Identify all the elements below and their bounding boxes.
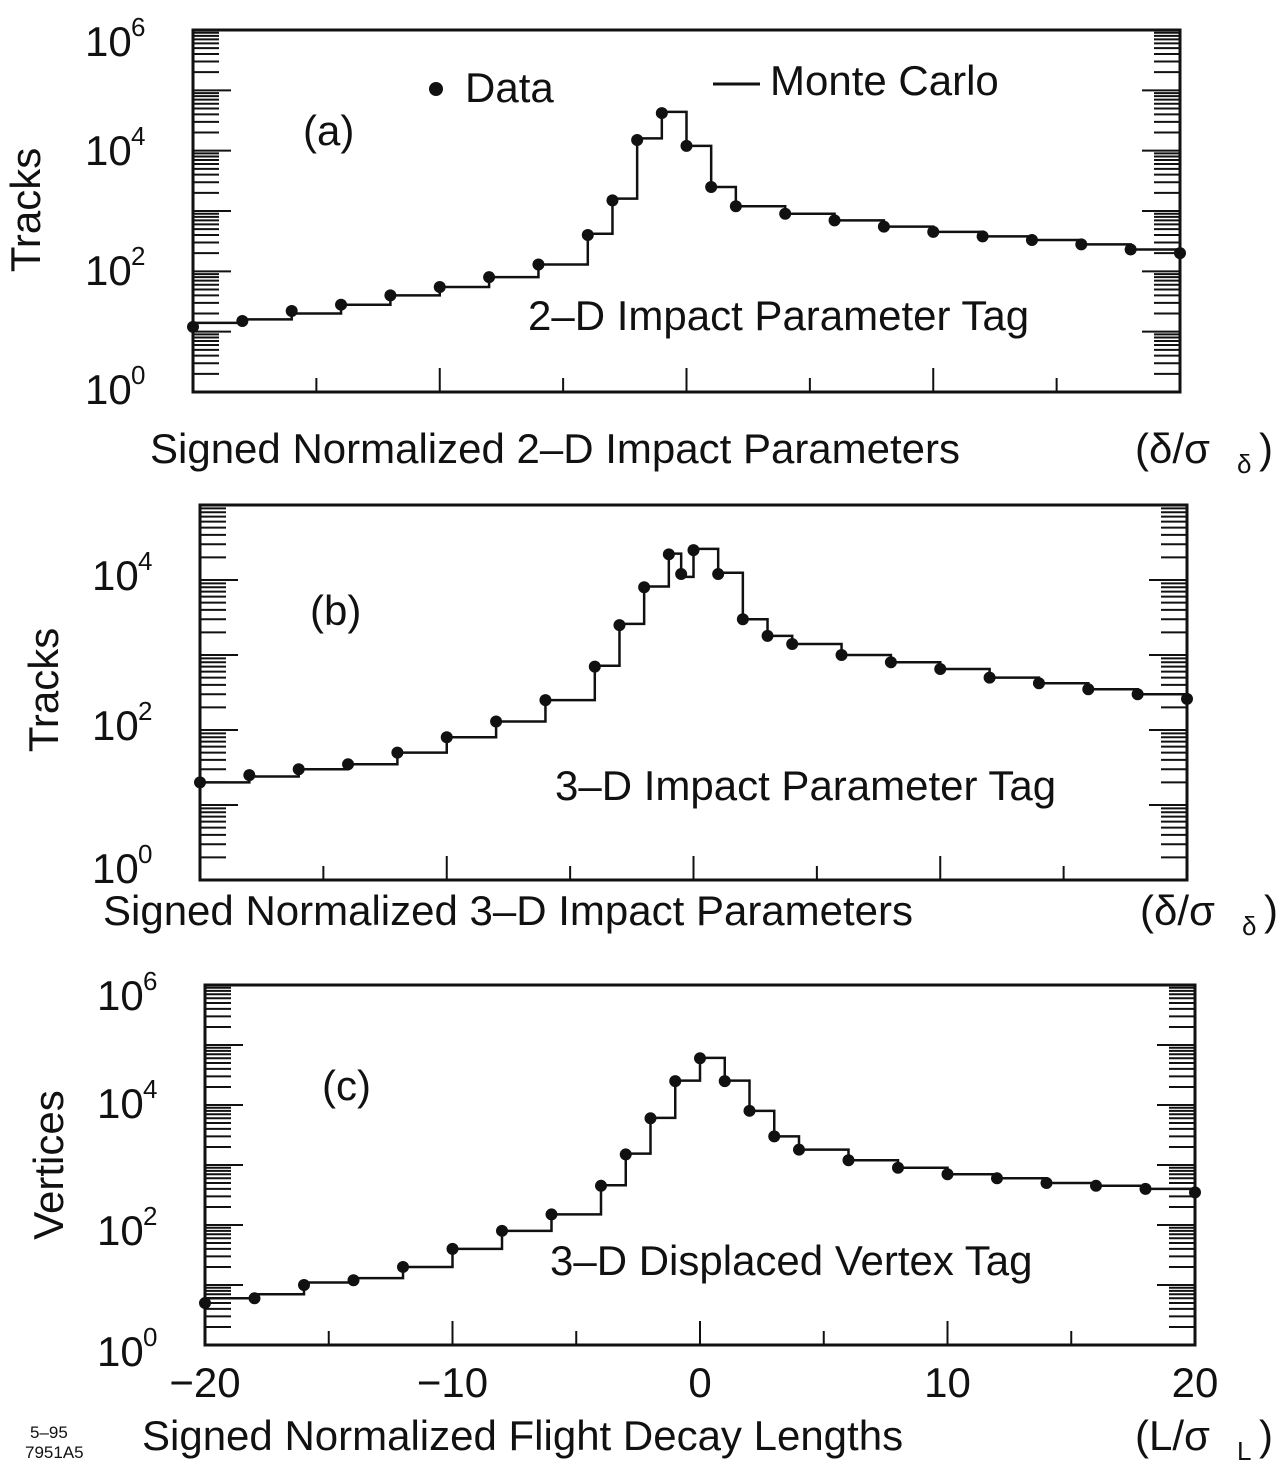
y-tick-label-exponent: 4 (143, 1074, 157, 1104)
x-axis-unit: (δ/σ (1140, 887, 1215, 934)
x-tick-label: 10 (924, 1359, 971, 1406)
data-point (712, 568, 725, 581)
legend-mc-label: Monte Carlo (770, 57, 999, 104)
y-tick-label-exponent: 4 (131, 121, 145, 151)
y-tick-label-exponent: 4 (138, 546, 152, 576)
y-axis-label: Vertices (25, 1090, 72, 1239)
y-tick-label: 10 (97, 1080, 144, 1127)
footnote-line2: 7951A5 (25, 1443, 84, 1462)
y-tick-label: 10 (97, 972, 144, 1019)
x-axis-label: Signed Normalized 2–D Impact Parameters (150, 425, 960, 472)
y-tick-label-exponent: 0 (143, 1322, 157, 1352)
y-tick-label: 10 (85, 127, 132, 174)
y-axis-label: Tracks (2, 148, 49, 272)
y-axis-label: Tracks (20, 628, 67, 752)
panel-label: (b) (310, 587, 361, 634)
y-tick-label-exponent: 2 (131, 241, 145, 271)
x-axis-unit-subscript: L (1237, 1436, 1251, 1466)
y-tick-label: 10 (85, 366, 132, 413)
legend-data-label: Data (465, 64, 554, 111)
mc-histogram (193, 110, 1182, 325)
mc-histogram (200, 547, 1189, 784)
x-tick-label: −20 (169, 1359, 240, 1406)
x-axis-unit-close: ) (1259, 425, 1273, 472)
legend-data-marker (429, 82, 443, 96)
x-tick-label: −10 (417, 1359, 488, 1406)
x-axis-unit-subscript: δ (1237, 449, 1251, 479)
panel-label: (a) (303, 107, 354, 154)
data-point (243, 769, 256, 782)
x-axis-unit: (L/σ (1135, 1412, 1210, 1459)
tag-label: 3–D Impact Parameter Tag (555, 762, 1056, 809)
y-tick-label-exponent: 0 (138, 839, 152, 869)
footnote-line1: 5–95 (30, 1423, 68, 1442)
x-axis-unit: (δ/σ (1135, 425, 1210, 472)
y-tick-label-exponent: 0 (131, 360, 145, 390)
y-tick-label-exponent: 6 (131, 12, 145, 42)
x-axis-unit-subscript: δ (1242, 911, 1256, 941)
tag-label: 2–D Impact Parameter Tag (528, 292, 1029, 339)
plot-frame (203, 983, 1197, 1347)
y-tick-label: 10 (92, 702, 139, 749)
panel-label: (c) (322, 1062, 371, 1109)
y-tick-label: 10 (92, 552, 139, 599)
y-tick-label: 10 (97, 1328, 144, 1375)
y-tick-label: 10 (97, 1207, 144, 1254)
x-tick-label: 20 (1172, 1359, 1219, 1406)
x-axis-unit-close: ) (1259, 1412, 1273, 1459)
y-tick-label: 10 (85, 18, 132, 65)
y-tick-label-exponent: 2 (138, 696, 152, 726)
y-tick-label: 10 (92, 845, 139, 892)
x-tick-label: 0 (688, 1359, 711, 1406)
y-tick-label-exponent: 2 (143, 1201, 157, 1231)
y-tick-label-exponent: 6 (143, 966, 157, 996)
mc-histogram (205, 1056, 1197, 1300)
y-tick-label: 10 (85, 247, 132, 294)
tag-label: 3–D Displaced Vertex Tag (550, 1237, 1033, 1284)
data-point (199, 1297, 211, 1310)
x-axis-label: Signed Normalized 3–D Impact Parameters (103, 887, 913, 934)
x-axis-unit-close: ) (1264, 887, 1278, 934)
x-axis-label: Signed Normalized Flight Decay Lengths (142, 1412, 903, 1459)
